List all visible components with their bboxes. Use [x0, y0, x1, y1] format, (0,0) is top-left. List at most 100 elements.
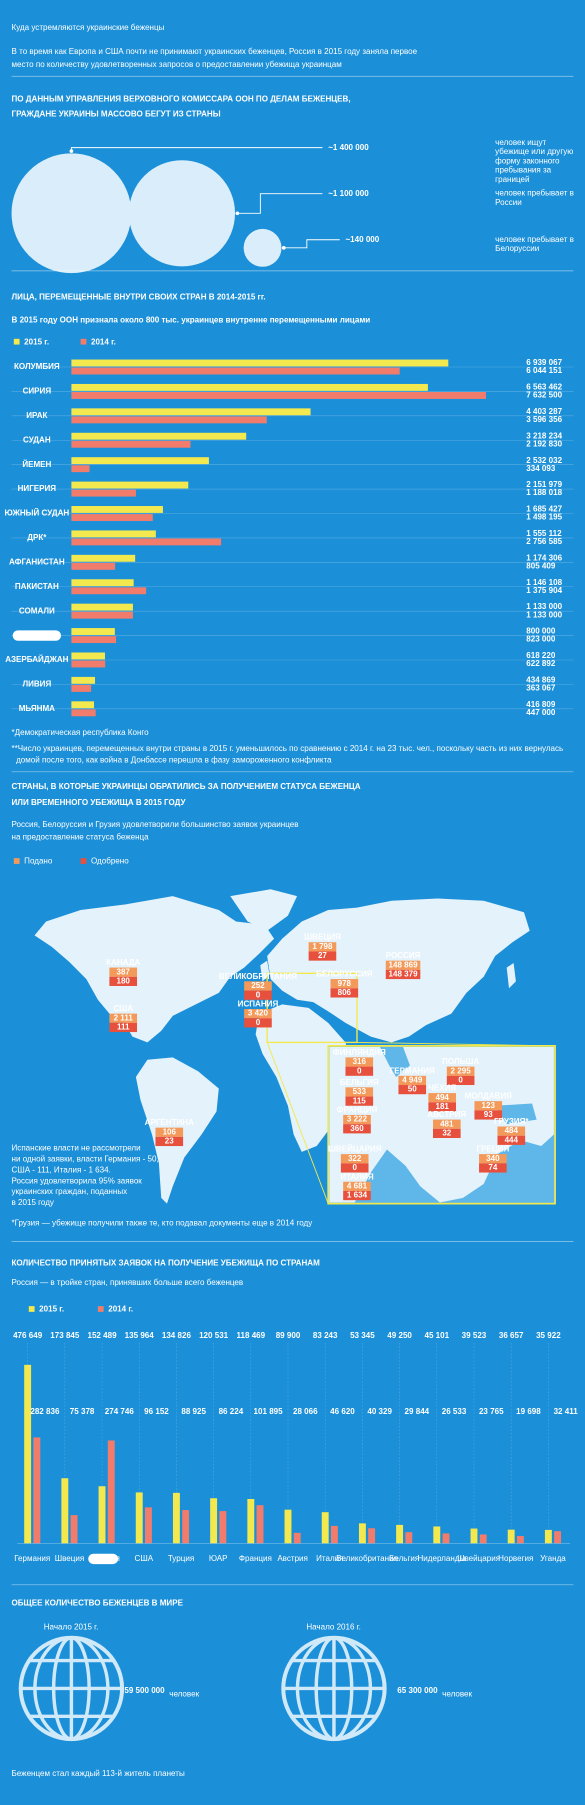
- bar: [71, 652, 105, 660]
- category-label: Турция: [168, 1554, 194, 1563]
- bar: [284, 1509, 292, 1544]
- map-value: 180: [116, 977, 130, 986]
- bar: [33, 1437, 41, 1544]
- bar: [70, 1515, 78, 1544]
- total-unit: человек: [169, 1689, 199, 1698]
- legend-swatch: [13, 338, 20, 345]
- category-label: КОЛУМБИЯ: [14, 362, 60, 371]
- country-label: АВСТРИЯ: [427, 1110, 466, 1119]
- bar: [554, 1531, 562, 1544]
- value-label: 32 411: [554, 1407, 579, 1416]
- category-label: Швейцария: [457, 1554, 500, 1563]
- value-label: 3 218 234: [526, 431, 562, 440]
- annotation: Россия удовлетворила 95% заявок: [12, 1176, 143, 1185]
- category-label: ЮЖНЫЙ СУДАН: [4, 509, 69, 518]
- section-title: КОЛИЧЕСТВО ПРИНЯТЫХ ЗАЯВОК НА ПОЛУЧЕНИЕ …: [12, 1259, 321, 1268]
- legend-swatch: [13, 858, 20, 864]
- legend-label: 2015 г.: [39, 1305, 64, 1314]
- value-label: 1 375 904: [526, 586, 562, 595]
- value-label: 101 895: [254, 1407, 284, 1416]
- country-label: АРГЕНТИНА: [145, 1118, 194, 1127]
- bubble: [243, 228, 282, 267]
- country-label: ФРАНЦИЯ: [337, 1105, 378, 1114]
- value-label: 96 152: [144, 1407, 169, 1416]
- map-box: [345, 1066, 374, 1076]
- country-label: ШВЕЙЦАРИЯ: [328, 1145, 382, 1154]
- value-label: 1 133 000: [526, 602, 562, 611]
- greenland: [230, 889, 298, 931]
- map-value: 32: [442, 1129, 451, 1138]
- value-label: 416 809: [526, 700, 556, 709]
- map-value: 481: [440, 1119, 454, 1128]
- annotation: Испанские власти не рассмотрели: [12, 1143, 141, 1152]
- value-label: 7 632 500: [526, 391, 562, 400]
- bar: [71, 676, 96, 684]
- map-box: [340, 1154, 369, 1164]
- period-label: Начало 2016 г.: [306, 1623, 361, 1632]
- bar: [71, 701, 95, 709]
- section-subtitle: на предоставление статуса беженца: [12, 833, 150, 842]
- category-label: ДРК*: [27, 533, 47, 542]
- map-value: 444: [505, 1135, 519, 1144]
- map-value: 74: [488, 1163, 497, 1172]
- bar: [219, 1511, 227, 1544]
- value-label: 3 596 356: [526, 415, 562, 424]
- value-label: 1 555 112: [526, 529, 562, 538]
- country-label: БЕЛОРУССИЯ: [316, 970, 373, 979]
- map-value: 0: [352, 1163, 357, 1172]
- map-value: 494: [435, 1093, 449, 1102]
- bar: [24, 1364, 32, 1544]
- connector-dot: [281, 245, 286, 250]
- legend-swatch: [80, 858, 87, 864]
- value-label: 434 869: [526, 675, 556, 684]
- page-subtitle: В то время как Европа и США почти не при…: [12, 47, 418, 56]
- value-label: 282 836: [30, 1407, 60, 1416]
- category-label: Италия: [316, 1554, 343, 1563]
- value-label: 805 409: [526, 561, 556, 570]
- value-label: 86 224: [219, 1407, 244, 1416]
- category-label: АФГАНИСТАН: [9, 557, 65, 566]
- map-box: [244, 1009, 272, 1019]
- footer-note: Беженцем стал каждый 113-й житель планет…: [12, 1769, 185, 1778]
- value-label: 88 925: [181, 1407, 206, 1416]
- legend-swatch: [80, 338, 87, 345]
- text-line: убежище или другую: [495, 147, 573, 156]
- map-value: 2 111: [114, 1013, 134, 1022]
- map-box: [432, 1119, 461, 1129]
- value-label: 39 523: [462, 1331, 487, 1340]
- bar: [71, 440, 191, 448]
- annotation: ни одной заявки, власти Германия - 50,: [12, 1154, 159, 1163]
- bar: [71, 579, 134, 587]
- bubble-value: ~1 400 000: [328, 143, 369, 152]
- map-box: [343, 1181, 371, 1191]
- bar: [293, 1532, 301, 1544]
- bar: [71, 603, 133, 611]
- map-box: [244, 990, 272, 1000]
- bar: [71, 392, 486, 399]
- section-title: СТРАНЫ, В КОТОРЫЕ УКРАИНЦЫ ОБРАТИЛИСЬ ЗА…: [12, 782, 361, 791]
- highlight: [88, 1553, 119, 1565]
- map-box: [330, 988, 359, 998]
- category-label: СИРИЯ: [23, 387, 52, 396]
- legend-label: Одобрено: [91, 857, 129, 866]
- bar: [71, 587, 147, 595]
- legend-swatch: [97, 1306, 104, 1312]
- category-label: Норвегия: [498, 1554, 533, 1563]
- map-box: [446, 1066, 475, 1076]
- bubble-label: человек пребывает в Белоруссии: [495, 235, 574, 253]
- country-label: ВЕЛИКОБРИТАНИЯ: [219, 972, 298, 981]
- inset-connector: [266, 1042, 329, 1204]
- value-label: 40 329: [367, 1407, 392, 1416]
- country-label: ГРУЗИЯ*: [494, 1117, 529, 1126]
- map-box: [109, 1022, 138, 1033]
- section-title: ОБЩЕЕ КОЛИЧЕСТВО БЕЖЕНЦЕВ В МИРЕ: [12, 1598, 184, 1607]
- inset-frame: [266, 972, 358, 1044]
- map-box: [385, 960, 421, 970]
- text-line: пребывания за: [495, 166, 551, 175]
- map-box: [345, 1057, 374, 1067]
- map-value: 123: [482, 1101, 496, 1110]
- bar: [71, 432, 247, 440]
- value-label: 6 939 067: [526, 358, 562, 367]
- map-box: [345, 1096, 374, 1106]
